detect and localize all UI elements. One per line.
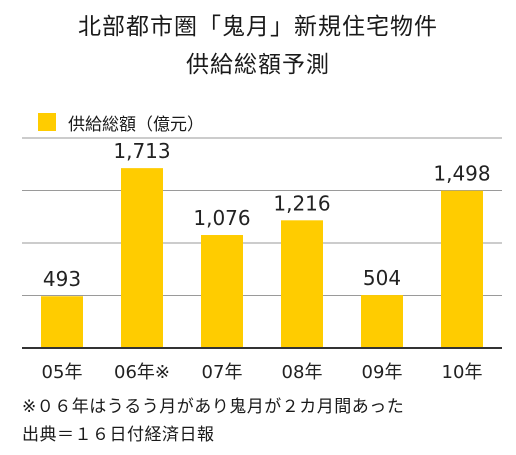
bar: [281, 220, 323, 348]
legend-label: 供給総額（億元）: [68, 114, 204, 135]
bar: [41, 296, 83, 348]
chart-title-line1: 北部都市圏「鬼月」新規住宅物件: [78, 14, 438, 40]
footnote: ※０６年はうるう月があり鬼月が２カ月間あった: [22, 397, 405, 417]
data-label: 1,076: [193, 206, 250, 230]
chart-title-line2: 供給総額予測: [186, 52, 330, 78]
x-tick-label: 06年※: [114, 362, 170, 383]
data-label: 1,216: [273, 191, 330, 215]
data-label: 504: [363, 266, 401, 290]
data-label: 1,498: [433, 162, 490, 186]
x-tick-label: 08年: [282, 362, 323, 383]
chart-legend: 供給総額（億元）: [38, 112, 204, 135]
bar: [201, 235, 243, 348]
x-tick-label: 05年: [42, 362, 83, 383]
legend-swatch: [38, 113, 56, 131]
bar: [121, 168, 163, 348]
x-tick-label: 07年: [202, 362, 243, 383]
x-tick-label: 09年: [362, 362, 403, 383]
data-label: 1,713: [113, 139, 170, 163]
data-label: 493: [43, 267, 81, 291]
bar: [361, 295, 403, 348]
x-tick-label: 10年: [442, 362, 483, 383]
bar: [441, 190, 483, 348]
bar-chart: 493 05年 1,713 06年※ 1,076 07年 1,216 08年 504 09年 1,4…: [22, 137, 502, 383]
source-note: 出典＝１６日付経済日報: [22, 425, 215, 445]
